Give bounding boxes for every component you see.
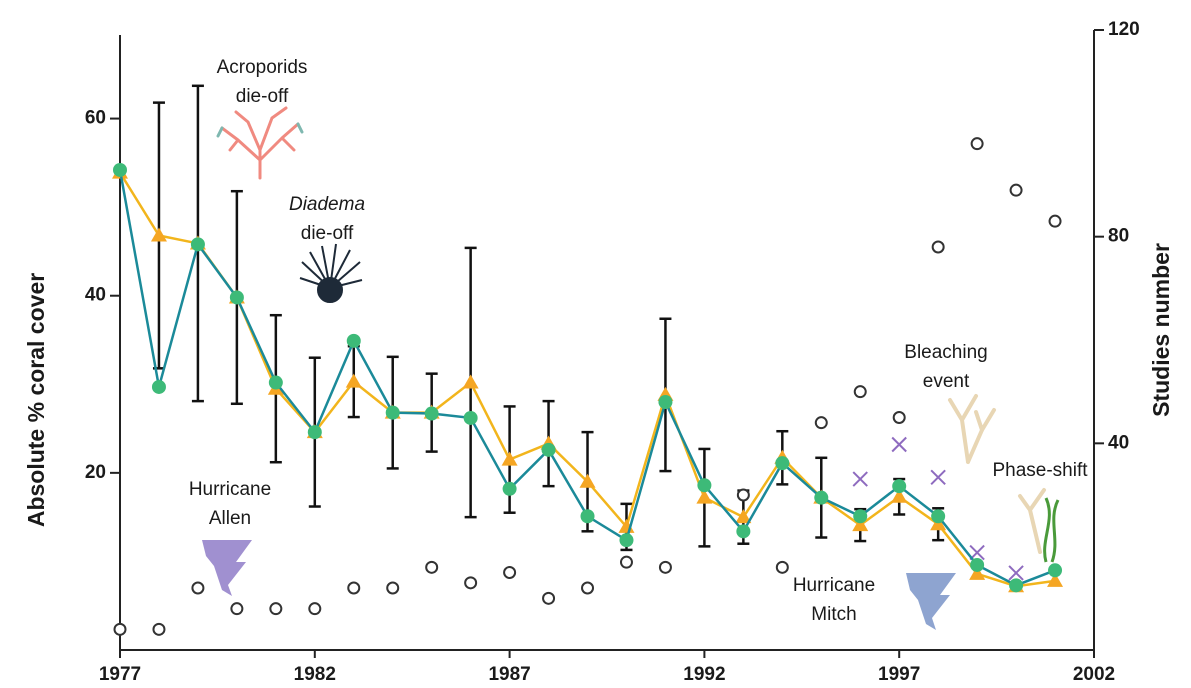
open-circle bbox=[1048, 214, 1062, 228]
open-circle bbox=[347, 581, 361, 595]
x-tick-label: 2002 bbox=[1073, 664, 1115, 685]
dot bbox=[970, 557, 985, 572]
dot bbox=[346, 333, 361, 348]
annotation: Mitch bbox=[811, 604, 856, 625]
y-tick-label: 60 bbox=[85, 108, 106, 129]
triangle bbox=[501, 451, 518, 466]
triangle bbox=[891, 488, 908, 503]
triangle bbox=[1047, 572, 1064, 587]
dot bbox=[697, 478, 712, 493]
open-circle bbox=[853, 385, 867, 399]
annotation: Phase-shift bbox=[992, 460, 1088, 481]
dot bbox=[424, 406, 439, 421]
y-tick-label: 40 bbox=[85, 285, 106, 306]
cross bbox=[891, 436, 907, 453]
open-circle bbox=[308, 602, 322, 616]
triangle bbox=[579, 473, 596, 488]
seaweed-icon bbox=[1043, 497, 1060, 563]
open-circle bbox=[269, 602, 283, 616]
coral-icon bbox=[216, 106, 304, 180]
x-tick-label: 1982 bbox=[294, 664, 336, 685]
dot bbox=[1048, 563, 1063, 578]
cross bbox=[930, 469, 946, 485]
annotation: Allen bbox=[209, 508, 251, 529]
annotation: die-off bbox=[301, 223, 354, 244]
y2-tick-label: 80 bbox=[1108, 226, 1129, 247]
triangle bbox=[852, 517, 869, 532]
open-circle bbox=[892, 411, 906, 424]
triangle bbox=[150, 227, 167, 242]
icons bbox=[202, 106, 1060, 630]
annotation: Acroporids bbox=[217, 57, 308, 78]
open-circle bbox=[152, 622, 166, 636]
open-circle bbox=[736, 488, 750, 502]
dot bbox=[113, 162, 127, 177]
open-circle bbox=[619, 555, 633, 569]
annotation: Diadema bbox=[289, 194, 365, 215]
open-circle bbox=[814, 416, 828, 430]
y2-tick-label: 120 bbox=[1108, 19, 1140, 40]
open-circle bbox=[658, 560, 672, 574]
y-tick-label: 20 bbox=[85, 462, 106, 483]
dot bbox=[619, 533, 634, 548]
annotation: die-off bbox=[236, 86, 289, 107]
open-circle bbox=[970, 137, 984, 151]
triangle bbox=[735, 509, 752, 524]
open-circle bbox=[191, 581, 205, 595]
dot bbox=[1009, 578, 1024, 593]
dot bbox=[229, 290, 244, 305]
open-circle bbox=[386, 581, 400, 595]
diadema-icon bbox=[299, 243, 363, 303]
dot bbox=[268, 375, 283, 390]
dot bbox=[385, 405, 400, 420]
dot bbox=[463, 410, 478, 425]
triangle bbox=[696, 489, 713, 504]
x-tick-label: 1997 bbox=[878, 664, 920, 685]
open-circle bbox=[1009, 183, 1023, 197]
open-circle bbox=[425, 560, 439, 574]
triangle bbox=[345, 373, 362, 388]
hurricane-icon bbox=[202, 540, 956, 630]
dot bbox=[775, 456, 790, 471]
annotation: event bbox=[923, 371, 970, 392]
annotation: Bleaching bbox=[904, 342, 987, 363]
dot bbox=[151, 379, 166, 394]
annotation: Hurricane bbox=[793, 575, 875, 596]
y2-axis-label: Studies number bbox=[1148, 243, 1174, 417]
y-axis-label: Absolute % coral cover bbox=[23, 273, 49, 527]
triangle bbox=[462, 374, 479, 389]
bleached-coral-icon bbox=[948, 394, 1046, 554]
dot bbox=[541, 442, 556, 457]
dot bbox=[892, 479, 907, 494]
dot bbox=[853, 509, 868, 524]
dot bbox=[502, 481, 517, 496]
open-circle bbox=[775, 560, 789, 574]
annotation: Hurricane bbox=[189, 479, 271, 500]
x-tick-label: 1992 bbox=[683, 664, 725, 685]
cross bbox=[852, 471, 868, 487]
open-circle bbox=[464, 576, 478, 590]
x-tick-label: 1987 bbox=[488, 664, 530, 685]
dot bbox=[580, 509, 595, 524]
triangle bbox=[969, 565, 986, 580]
dot bbox=[736, 524, 751, 539]
dot bbox=[658, 395, 673, 409]
dot bbox=[814, 490, 829, 505]
open-circle bbox=[931, 240, 945, 254]
dot bbox=[307, 425, 322, 440]
dot bbox=[931, 509, 946, 524]
y2-tick-label: 40 bbox=[1108, 432, 1129, 453]
cross bbox=[1008, 565, 1024, 581]
open-circle bbox=[230, 602, 244, 616]
dot bbox=[190, 237, 205, 252]
x-tick-label: 1977 bbox=[99, 664, 141, 685]
open-circle bbox=[113, 622, 127, 636]
open-circle bbox=[581, 581, 595, 595]
open-circle bbox=[542, 591, 556, 605]
open-circle bbox=[503, 566, 517, 579]
